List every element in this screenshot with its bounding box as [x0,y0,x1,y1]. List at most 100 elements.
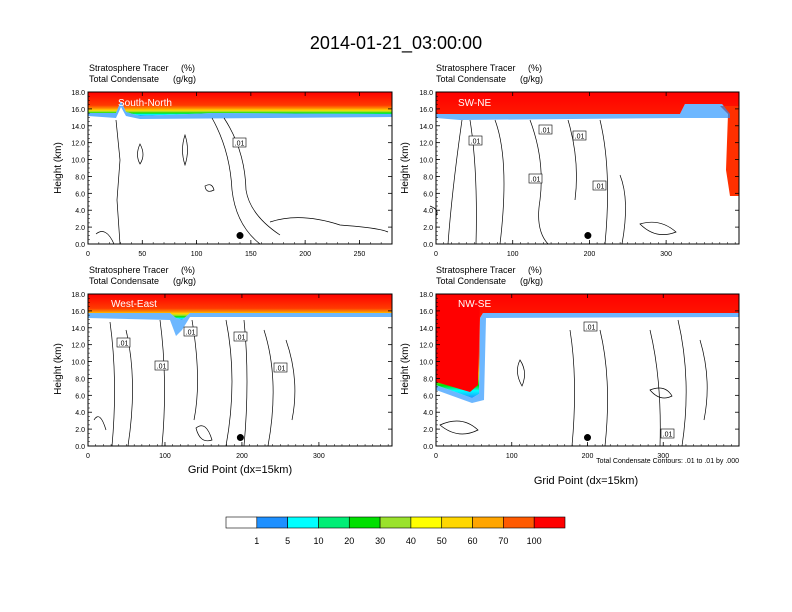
y-tick-label: 6.0 [423,191,433,198]
y-tick-label: 12.0 [419,343,433,350]
colorbar-swatch [318,516,350,529]
tracer-deep-core [436,300,480,392]
colorbar-level-label: 60 [468,536,478,546]
colorbar-swatch [287,516,319,529]
contour-labels: .01 .01 .01 .01 .01 [468,124,607,191]
header-condensate-label: Total Condensate [436,74,506,84]
y-tick-label: 2.0 [75,427,85,434]
y-tick-label: 16.0 [71,309,85,316]
y-tick-label: 12.0 [71,141,85,148]
contour-label-text: .01 [595,184,605,191]
tracer-area [436,92,739,190]
figure-title: 2014-01-21_03:00:00 [310,33,482,54]
header-condensate-unit: (g/kg) [173,74,196,84]
colorbar-level-label: 30 [375,536,385,546]
y-tick-label: 18.0 [419,90,433,97]
colorbar-swatch [441,516,473,529]
x-tick-label: 200 [299,251,311,258]
y-tick-label: 16.0 [71,107,85,114]
contour-label-text: .01 [663,432,673,439]
contour-label-text: .01 [235,141,245,148]
y-tick-label: 14.0 [71,326,85,333]
y-tick-label: 4.0 [75,208,85,215]
x-axis-title: Grid Point (dx=15km) [188,464,292,476]
x-axis: 0 100 200 300 [86,294,389,460]
location-marker [236,232,244,240]
tracer-low-band [436,104,730,120]
header-condensate-unit: (g/kg) [173,276,196,286]
y-tick-label: 4.0 [423,410,433,417]
contour-label [232,137,247,148]
header-tracer-unit: (%) [181,265,195,275]
colorbar-level-label: 10 [313,536,323,546]
y-tick-label: 12.0 [71,343,85,350]
x-tick-label: 150 [245,251,257,258]
colorbar-swatch [533,516,566,529]
y-tick-label: 6.0 [423,393,433,400]
header-condensate-unit: (g/kg) [520,276,543,286]
y-tick-label: 16.0 [419,309,433,316]
x-tick-label: 200 [236,453,248,460]
y-tick-label: 10.0 [419,158,433,165]
x-axis: 0 100 200 300 [434,294,740,460]
header-tracer-label: Stratosphere Tracer [89,265,169,275]
x-tick-label: 0 [434,251,438,258]
colorbar-swatch [348,516,381,529]
colorbar-level-label: 40 [406,536,416,546]
colorbar-level-label: 1 [254,536,259,546]
x-tick-label: 300 [660,251,672,258]
contour-label-text: .01 [157,364,167,371]
x-tick-label: 100 [159,453,171,460]
condensate-contours [95,117,389,245]
panel-label: South-North [118,98,172,109]
colorbar-level-label: 5 [285,536,290,546]
y-tick-label: 8.0 [75,174,85,181]
colorbar-level-label: 50 [437,536,447,546]
x-tick-label: 100 [507,251,519,258]
y-tick-label: 4.0 [75,410,85,417]
tracer-area [88,294,392,320]
y-tick-label: 4.0 [423,208,433,215]
tracer-low-band [88,313,392,336]
y-tick-label: 10.0 [419,360,433,367]
y-axis: 0.0 2.0 4.0 6.0 8.0 10.0 12.0 14.0 16.0 18.0 [419,90,739,249]
colorbar-level-label: 70 [498,536,508,546]
condensate-contours [429,119,677,245]
x-tick-label: 300 [657,453,669,460]
header-condensate-unit: (g/kg) [520,74,543,84]
x-axis: 0 100 200 300 [434,92,736,258]
header-condensate-label: Total Condensate [89,276,159,286]
header-tracer-unit: (%) [528,265,542,275]
footnote: Total Condensate Contours: .01 to .01 by… [596,458,739,465]
colorbar-swatch [225,516,258,529]
colorbar-swatch [379,516,412,529]
x-axis-title: Grid Point (dx=15km) [534,475,638,487]
panel-west-east: Stratosphere Tracer (%) Total Condensate… [53,265,393,476]
contour-labels: .01 .01 .01 .01 .01 [116,326,288,373]
colorbar-level-label: 100 [527,536,542,546]
y-tick-label: 2.0 [75,225,85,232]
tracer-area [88,92,392,116]
contour-label-text: .01 [119,341,129,348]
y-axis: 0.0 2.0 4.0 6.0 8.0 10.0 12.0 14.0 16.0 18.0 [71,90,392,249]
y-axis-title: Height (km) [400,343,411,395]
contour-label-text: .01 [276,366,286,373]
location-marker [584,232,592,240]
tracer-fill [436,92,739,196]
condensate-contours [439,319,708,447]
y-tick-label: 14.0 [419,124,433,131]
panel-sw-ne: Stratosphere Tracer (%) Total Condensate… [400,63,740,258]
x-tick-label: 50 [138,251,146,258]
colorbar: 1 5 10 20 30 40 50 60 70 100 [225,516,566,546]
y-tick-label: 6.0 [75,191,85,198]
colorbar-level-label: 20 [344,536,354,546]
y-tick-label: 0.0 [75,242,85,249]
contour-label-text: .01 [575,134,585,141]
y-tick-label: 0.0 [423,242,433,249]
y-tick-label: 8.0 [75,376,85,383]
y-tick-label: 16.0 [419,107,433,114]
x-tick-label: 100 [506,453,518,460]
x-axis: 0 50 100 150 200 250 [86,92,393,258]
condensate-contours [93,319,296,447]
